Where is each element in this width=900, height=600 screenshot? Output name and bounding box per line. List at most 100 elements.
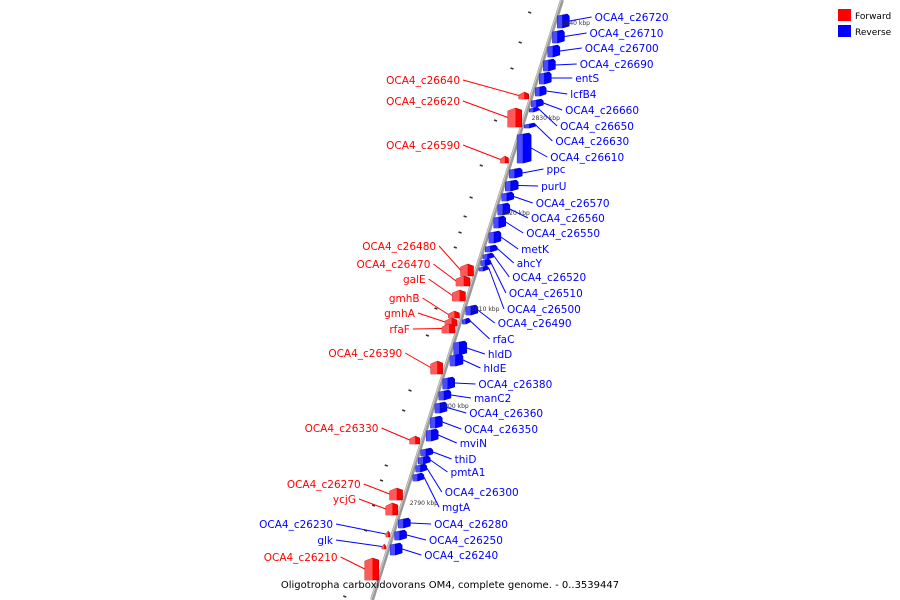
forward-gene-label[interactable]: OCA4_c26390 bbox=[328, 348, 402, 360]
reverse-gene-label[interactable]: OCA4_c26280 bbox=[434, 519, 508, 531]
reverse-gene-label[interactable]: manC2 bbox=[474, 393, 511, 405]
reverse-gene-label[interactable]: pmtA1 bbox=[451, 467, 486, 479]
reverse-gene-label[interactable]: OCA4_c26510 bbox=[509, 288, 583, 300]
reverse-gene-label[interactable]: purU bbox=[541, 181, 566, 193]
tick-mark bbox=[425, 334, 430, 337]
forward-gene-leader bbox=[335, 523, 386, 535]
reverse-gene-shade bbox=[524, 124, 530, 128]
tick-mark bbox=[518, 41, 522, 44]
reverse-gene-leader bbox=[518, 185, 539, 187]
reverse-gene-label[interactable]: OCA4_c26500 bbox=[507, 304, 581, 316]
forward-gene-label[interactable]: galE bbox=[403, 274, 426, 286]
forward-gene-shade bbox=[456, 276, 464, 286]
kbp-marker-label: 2800 kbp bbox=[440, 403, 468, 410]
forward-gene-leader bbox=[412, 328, 442, 330]
reverse-gene-leader bbox=[442, 421, 462, 430]
forward-gene-label[interactable]: OCA4_c26480 bbox=[362, 241, 436, 253]
reverse-gene-label[interactable]: metK bbox=[521, 244, 550, 256]
reverse-gene-label[interactable]: OCA4_c26520 bbox=[512, 272, 586, 284]
reverse-gene-label[interactable]: OCA4_c26650 bbox=[560, 121, 634, 133]
reverse-gene-label[interactable]: OCA4_c26350 bbox=[464, 424, 538, 436]
forward-gene-label[interactable]: rfaF bbox=[389, 324, 410, 336]
forward-gene-label[interactable]: OCA4_c26330 bbox=[305, 423, 379, 435]
reverse-gene-label[interactable]: OCA4_c26660 bbox=[565, 105, 639, 117]
reverse-gene-leader bbox=[402, 548, 422, 556]
tick-mark bbox=[463, 215, 467, 218]
reverse-gene-shade bbox=[442, 378, 448, 389]
forward-gene-label[interactable]: OCA4_c26230 bbox=[259, 519, 333, 531]
tick-mark bbox=[401, 409, 406, 412]
reverse-gene-leader bbox=[470, 320, 490, 340]
forward-gene-label[interactable]: OCA4_c26470 bbox=[357, 259, 431, 271]
reverse-gene-label[interactable]: rfaC bbox=[493, 334, 515, 346]
reverse-gene-label[interactable]: entS bbox=[575, 73, 599, 85]
genome-backbone bbox=[370, 0, 564, 600]
reverse-gene-shade bbox=[529, 108, 534, 112]
reverse-gene-shade bbox=[539, 73, 545, 84]
reverse-gene-label[interactable]: OCA4_c26610 bbox=[550, 152, 624, 164]
reverse-gene-shade bbox=[547, 46, 553, 57]
forward-gene-shade bbox=[381, 544, 385, 549]
reverse-gene-label[interactable]: OCA4_c26710 bbox=[590, 28, 664, 40]
forward-gene-shade bbox=[364, 558, 373, 580]
forward-gene-label[interactable]: gmhB bbox=[389, 293, 420, 305]
kbp-marker-label: 2790 kbp bbox=[410, 500, 438, 507]
reverse-gene-label[interactable]: lcfB4 bbox=[570, 89, 597, 101]
forward-gene-label[interactable]: OCA4_c26210 bbox=[264, 552, 338, 564]
reverse-gene-label[interactable]: mviN bbox=[460, 438, 487, 450]
reverse-gene-shade bbox=[394, 531, 400, 540]
forward-gene-label[interactable]: OCA4_c26640 bbox=[386, 75, 460, 87]
reverse-gene-shade bbox=[482, 254, 488, 259]
reverse-gene-label[interactable]: thiD bbox=[455, 454, 477, 466]
forward-gene-label[interactable]: gmhA bbox=[384, 308, 416, 320]
forward-gene-leader bbox=[438, 245, 461, 271]
reverse-gene-shade bbox=[438, 391, 444, 400]
forward-gene-label[interactable]: OCA4_c26270 bbox=[287, 479, 361, 491]
reverse-gene-shade bbox=[485, 246, 491, 252]
reverse-gene-leader bbox=[569, 16, 592, 22]
reverse-gene-label[interactable]: OCA4_c26360 bbox=[469, 408, 543, 420]
forward-gene-label[interactable]: glk bbox=[317, 535, 334, 547]
forward-gene-leader bbox=[417, 312, 446, 323]
reverse-gene-label[interactable]: OCA4_c26300 bbox=[445, 487, 519, 499]
reverse-gene-label[interactable]: OCA4_c26550 bbox=[526, 228, 600, 240]
forward-gene-leader bbox=[404, 352, 431, 368]
reverse-gene-leader bbox=[500, 236, 519, 250]
kbp-markers: 2840 kbp 2830 kbp 2820 kbp 2810 kbp 2800 kbp… bbox=[410, 20, 590, 507]
reverse-gene-leader bbox=[446, 407, 467, 414]
reverse-gene-label[interactable]: OCA4_c26250 bbox=[429, 535, 503, 547]
forward-gene-leader bbox=[462, 79, 519, 96]
reverse-gene-label[interactable]: OCA4_c26720 bbox=[595, 12, 669, 24]
tick-mark bbox=[379, 479, 384, 482]
tick-mark bbox=[510, 67, 514, 70]
reverse-gene-leader bbox=[546, 90, 568, 95]
reverse-gene-label[interactable]: OCA4_c26690 bbox=[580, 59, 654, 71]
reverse-gene-label[interactable]: OCA4_c26560 bbox=[531, 213, 605, 225]
reverse-gene-shade bbox=[434, 403, 440, 413]
kbp-marker-label: 2830 kbp bbox=[532, 115, 560, 122]
reverse-gene-label[interactable]: OCA4_c26240 bbox=[424, 550, 498, 562]
reverse-gene-shade bbox=[497, 204, 503, 215]
reverse-gene-label[interactable]: ppc bbox=[546, 164, 565, 176]
reverse-gene-shade bbox=[557, 15, 563, 28]
gene-labels: OCA4_c26640 OCA4_c26620 OCA4_c26590 OCA4_c2… bbox=[259, 12, 668, 564]
reverse-gene-label[interactable]: OCA4_c26570 bbox=[536, 198, 610, 210]
reverse-gene-label[interactable]: ahcY bbox=[517, 258, 543, 270]
legend-reverse-label: Reverse bbox=[855, 28, 892, 38]
tick-mark bbox=[408, 389, 412, 392]
kbp-marker-label: 2840 kbp bbox=[562, 20, 590, 27]
reverse-gene-label[interactable]: OCA4_c26490 bbox=[498, 318, 572, 330]
reverse-gene-leader bbox=[509, 208, 529, 219]
reverse-gene-label[interactable]: mgtA bbox=[442, 502, 471, 514]
forward-gene-label[interactable]: OCA4_c26620 bbox=[386, 96, 460, 108]
reverse-gene-label[interactable]: hldD bbox=[488, 349, 512, 361]
reverse-gene-label[interactable]: OCA4_c26630 bbox=[555, 136, 629, 148]
forward-gene-label[interactable]: ycjG bbox=[333, 494, 356, 506]
reverse-gene-label[interactable]: OCA4_c26700 bbox=[585, 43, 659, 55]
reverse-gene-label[interactable]: OCA4_c26380 bbox=[478, 379, 552, 391]
reverse-gene-leader bbox=[466, 347, 486, 355]
reverse-gene-shade bbox=[462, 319, 466, 324]
map-caption: Oligotropha carboxidovorans OM4, complet… bbox=[281, 580, 619, 591]
reverse-gene-label[interactable]: hldE bbox=[483, 363, 506, 375]
forward-gene-label[interactable]: OCA4_c26590 bbox=[386, 140, 460, 152]
